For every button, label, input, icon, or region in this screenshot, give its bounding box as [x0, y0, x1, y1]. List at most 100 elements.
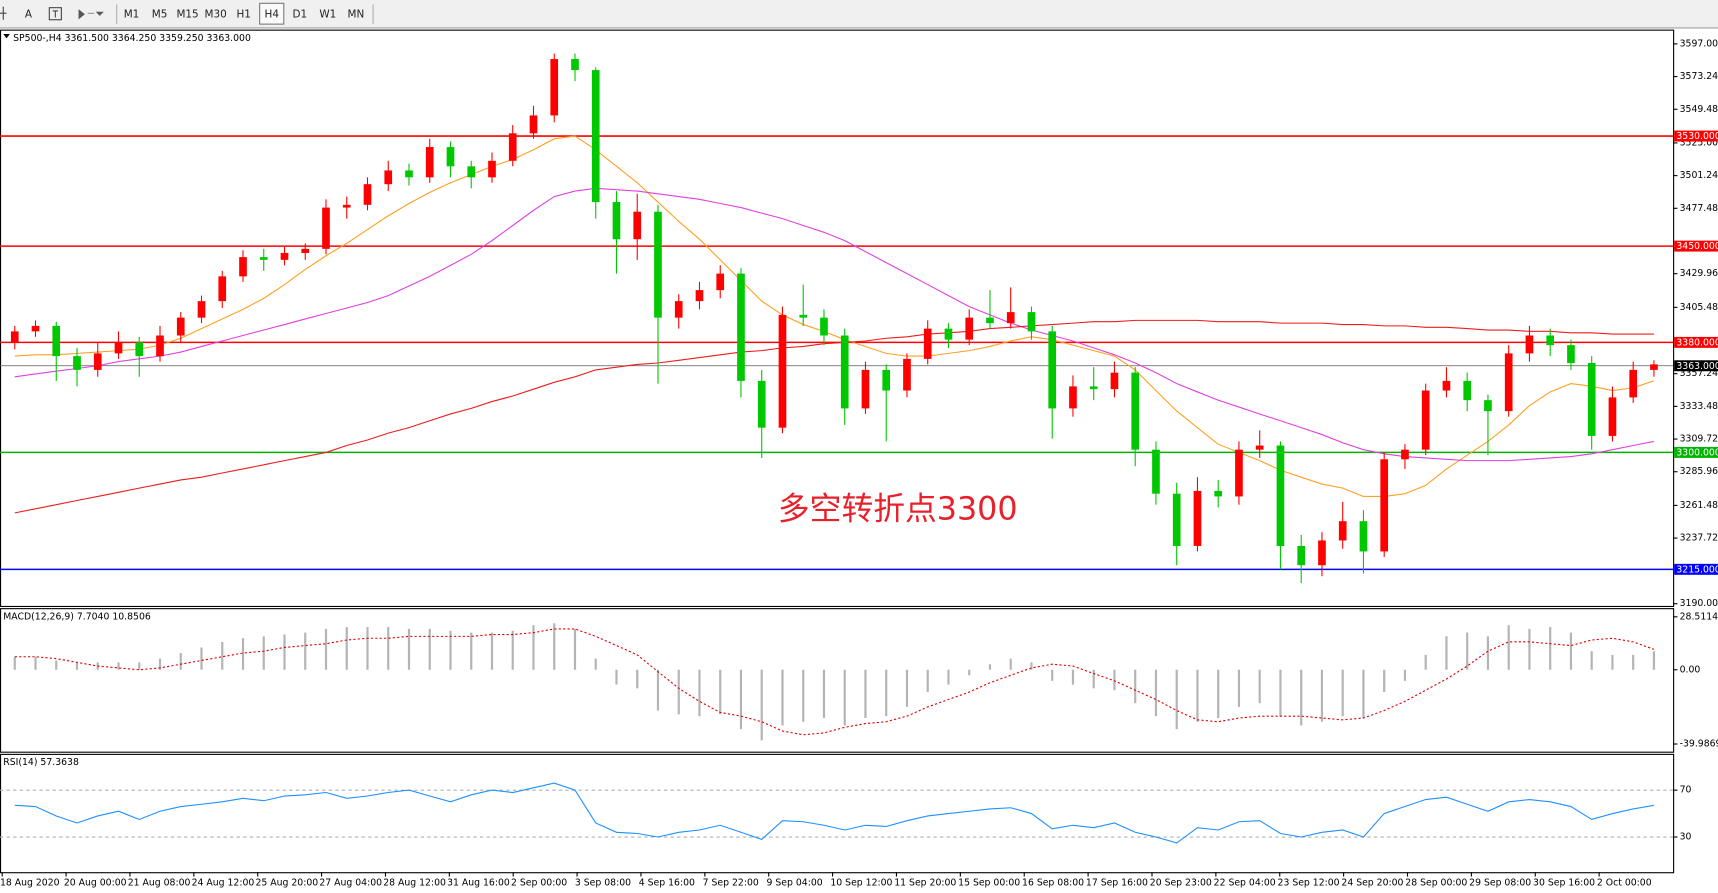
timeframe-button[interactable]: M30 — [205, 8, 227, 20]
panel-frame — [0, 753, 1675, 874]
x-tick-label: 22 Sep 04:00 — [1214, 878, 1276, 889]
candle-body — [1131, 372, 1140, 450]
x-tick-label: 9 Sep 04:00 — [767, 878, 823, 889]
text-tool[interactable]: A — [25, 8, 33, 20]
candle-body — [799, 314, 808, 318]
timeframe-button[interactable]: MN — [347, 8, 364, 20]
timeframe-button[interactable]: M1 — [124, 8, 140, 20]
candle-body — [1297, 545, 1306, 566]
candle-body — [280, 252, 289, 260]
timeframe-button[interactable]: M5 — [152, 8, 168, 20]
candle-body — [695, 290, 704, 302]
label-tool-glyph — [52, 10, 59, 18]
candle-body — [218, 276, 227, 302]
toolbar: A M1 M5 M15 M30 H1 H4 D1 W1 MN — [0, 0, 1718, 29]
candle-body — [197, 301, 206, 318]
x-tick-label: 21 Aug 08:00 — [128, 878, 191, 889]
candle-body — [903, 358, 911, 391]
x-tick-label: 15 Sep 00:00 — [958, 878, 1020, 889]
candle-body — [986, 317, 994, 324]
candle-body — [1193, 490, 1202, 546]
candle-body — [73, 356, 81, 370]
candle-body — [861, 369, 870, 409]
candle-body — [1587, 363, 1596, 436]
candle-body — [467, 166, 476, 178]
panel-title: SP500-,H4 3361.500 3364.250 3359.250 336… — [13, 33, 251, 44]
candle-body — [529, 115, 538, 134]
x-tick-label: 28 Aug 12:00 — [383, 878, 446, 889]
candle-body — [1255, 445, 1264, 450]
candle-body — [1338, 521, 1347, 541]
candle-body — [405, 170, 413, 178]
timeframe-button[interactable]: W1 — [319, 8, 336, 20]
candle-body — [52, 325, 61, 357]
label-tool[interactable] — [48, 7, 62, 21]
candle-body — [1359, 521, 1368, 552]
price-level-tag — [1674, 446, 1718, 458]
price-level-tag — [1674, 563, 1718, 575]
candle-body — [674, 301, 683, 318]
price-level-tag — [1674, 336, 1718, 348]
candle-body — [156, 335, 164, 357]
candle-body — [840, 335, 849, 409]
y-tick-label: 30 — [1680, 832, 1692, 843]
x-tick-label: 20 Aug 00:00 — [64, 878, 127, 889]
candle-body — [654, 211, 662, 318]
x-tick-label: 4 Sep 16:00 — [639, 878, 695, 889]
x-tick-label: 7 Sep 22:00 — [703, 878, 759, 889]
panel-title: MACD(12,26,9) 7.7040 10.8506 — [3, 611, 151, 622]
x-tick-label: 2 Oct 00:00 — [1597, 878, 1652, 889]
y-tick-label: 3525.000 — [1680, 137, 1718, 148]
timeframe-button[interactable]: M15 — [176, 8, 198, 20]
y-tick-label: 3597.000 — [1680, 38, 1718, 49]
candle-body — [1484, 400, 1492, 412]
y-tick-label: 3573.240 — [1680, 71, 1718, 82]
rsi-line — [14, 782, 1654, 844]
timeframe-button[interactable]: H4 — [265, 8, 280, 20]
x-tick-label: 23 Sep 12:00 — [1278, 878, 1340, 889]
x-tick-label: 18 Aug 2020 — [0, 878, 60, 889]
candle-body — [446, 147, 455, 167]
x-tick-label: 11 Sep 20:00 — [894, 878, 956, 889]
y-tick-label: 3333.480 — [1680, 401, 1718, 412]
moving-average — [14, 187, 1655, 462]
x-tick-label: 31 Aug 16:00 — [447, 878, 510, 889]
x-tick-label: 29 Sep 08:00 — [1469, 878, 1531, 889]
x-tick-label: 25 Aug 20:00 — [256, 878, 319, 889]
shapes-menu[interactable] — [78, 9, 104, 20]
y-tick-label: 70 — [1680, 785, 1692, 796]
candle-body — [342, 204, 351, 208]
candle-body — [737, 273, 745, 381]
candle-body — [239, 257, 247, 277]
candle-body — [1463, 380, 1472, 401]
y-tick-label: 28.5114 — [1680, 611, 1718, 622]
y-tick-label: 3501.240 — [1680, 170, 1718, 181]
candle-body — [944, 328, 953, 340]
candle-body — [1276, 445, 1285, 546]
y-tick-label: 3190.000 — [1680, 598, 1718, 609]
timeframe-button[interactable]: H1 — [236, 8, 250, 20]
x-tick-label: 30 Sep 16:00 — [1533, 878, 1595, 889]
y-tick-label: 3477.480 — [1680, 203, 1718, 214]
candle-body — [716, 273, 725, 291]
x-tick-label: 24 Aug 12:00 — [192, 878, 255, 889]
header-arrow — [3, 33, 10, 39]
candle-body — [1442, 380, 1451, 391]
candle-body — [31, 325, 40, 332]
panel-title: RSI(14) 57.3638 — [3, 757, 79, 768]
y-tick-label: -39.9869 — [1680, 739, 1718, 750]
candle-body — [1546, 335, 1555, 346]
x-tick-label: 24 Sep 20:00 — [1341, 878, 1403, 889]
timeframe-button[interactable]: D1 — [292, 8, 307, 20]
toolbar-background — [0, 0, 1718, 28]
x-tick-label: 3 Sep 08:00 — [575, 878, 631, 889]
y-tick-label: 3309.720 — [1680, 434, 1718, 445]
price-level-label: 3530.000 — [1676, 131, 1718, 142]
crosshair-icon[interactable] — [0, 6, 7, 20]
candle-body — [571, 59, 579, 71]
candle-body — [1152, 449, 1160, 494]
moving-average — [14, 319, 1654, 514]
candle-body — [1235, 449, 1243, 497]
candle-body — [1650, 364, 1658, 370]
candle-body — [1401, 449, 1409, 460]
